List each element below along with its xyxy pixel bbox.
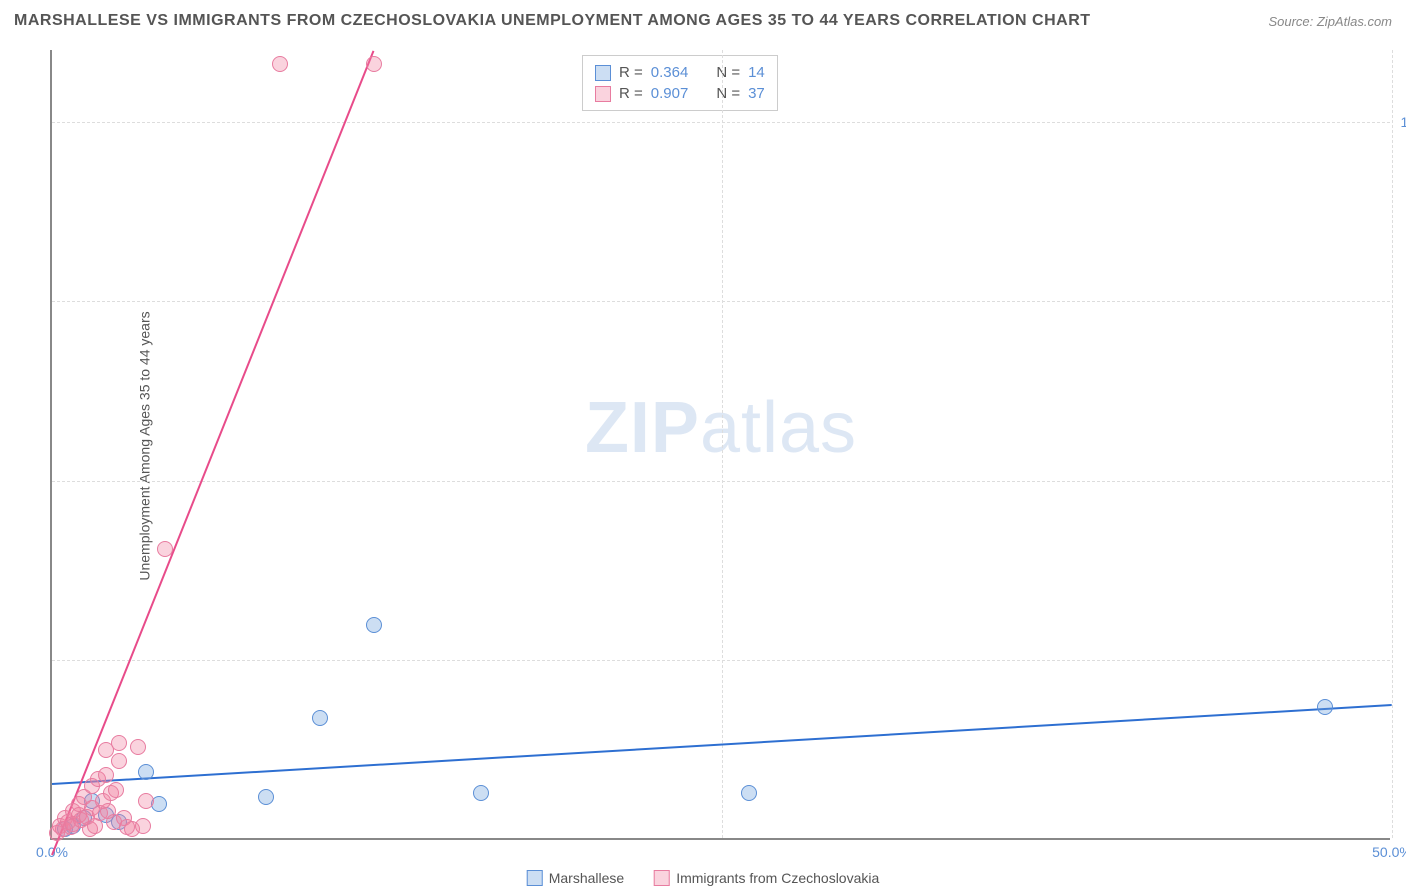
legend-swatch: [527, 870, 543, 886]
stats-row: R = 0.364 N = 14: [595, 62, 765, 83]
n-value: 14: [748, 64, 765, 81]
trend-line: [51, 51, 374, 856]
gridline-h: [52, 301, 1390, 302]
data-point: [135, 818, 151, 834]
data-point: [272, 56, 288, 72]
data-point: [258, 789, 274, 805]
r-label: R =: [619, 64, 643, 81]
bottom-legend: Marshallese Immigrants from Czechoslovaki…: [527, 870, 880, 886]
n-label: N =: [716, 64, 740, 81]
watermark: ZIPatlas: [585, 387, 857, 469]
data-point: [1317, 699, 1333, 715]
data-point: [157, 541, 173, 557]
data-point: [138, 764, 154, 780]
data-point: [366, 617, 382, 633]
n-label: N =: [716, 85, 740, 102]
plot-area: ZIPatlas R =0.364N =14R =0.907N =37 25.0…: [50, 50, 1390, 840]
data-point: [473, 785, 489, 801]
data-point: [366, 56, 382, 72]
data-point: [111, 753, 127, 769]
data-point: [741, 785, 757, 801]
legend-item: Immigrants from Czechoslovakia: [654, 870, 879, 886]
stats-box: R = 0.364 N = 14 R = 0.907 N = 37: [582, 55, 778, 111]
gridline-v: [722, 50, 723, 838]
legend-label: Marshallese: [549, 870, 624, 886]
stats-swatch: [595, 86, 611, 102]
chart-header: MARSHALLESE VS IMMIGRANTS FROM CZECHOSLO…: [14, 12, 1392, 30]
stats-row: R = 0.907 N = 37: [595, 83, 765, 104]
data-point: [130, 739, 146, 755]
data-point: [312, 710, 328, 726]
data-point: [108, 782, 124, 798]
data-point: [138, 793, 154, 809]
watermark-bold: ZIP: [585, 388, 700, 468]
r-value: 0.907: [651, 85, 689, 102]
gridline-h: [52, 122, 1390, 123]
x-tick-label: 50.0%: [1372, 844, 1406, 860]
legend-label: Immigrants from Czechoslovakia: [676, 870, 879, 886]
n-value: 37: [748, 85, 765, 102]
r-value: 0.364: [651, 64, 689, 81]
legend-swatch: [654, 870, 670, 886]
data-point: [111, 735, 127, 751]
y-tick-label: 100.0%: [1401, 114, 1406, 130]
data-point: [98, 767, 114, 783]
gridline-h: [52, 481, 1390, 482]
gridline-v: [1392, 50, 1393, 838]
source-attribution: Source: ZipAtlas.com: [1268, 14, 1392, 29]
r-label: R =: [619, 85, 643, 102]
legend-item: Marshallese: [527, 870, 624, 886]
stats-swatch: [595, 65, 611, 81]
watermark-light: atlas: [700, 388, 857, 468]
chart-title: MARSHALLESE VS IMMIGRANTS FROM CZECHOSLO…: [14, 12, 1091, 30]
gridline-h: [52, 660, 1390, 661]
